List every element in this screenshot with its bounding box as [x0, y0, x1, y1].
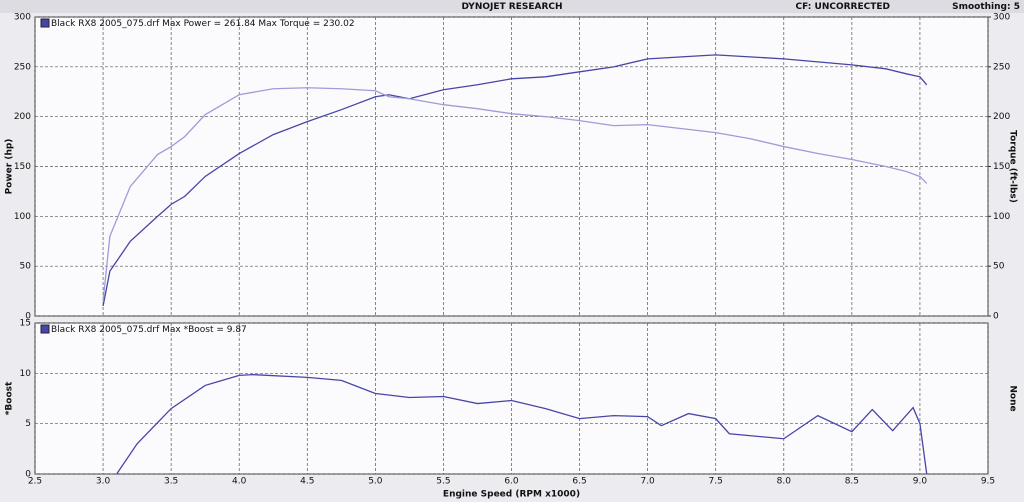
x-tick-label: 9.5 — [981, 477, 995, 487]
series-line — [116, 373, 928, 475]
y-tick-label: 100 — [14, 212, 31, 222]
title-bar — [0, 0, 1024, 13]
y-tick-label: 200 — [14, 112, 31, 122]
x-tick-label: 8.0 — [777, 477, 792, 487]
page-title: DYNOJET RESEARCH — [461, 2, 562, 12]
y2-tick-label: 0 — [993, 312, 999, 322]
y-tick-label: 300 — [14, 13, 31, 23]
x-tick-label: 4.5 — [300, 477, 314, 487]
x-tick-label: 7.0 — [640, 477, 655, 487]
x-tick-label: 5.0 — [368, 477, 383, 487]
legend-swatch — [40, 18, 50, 28]
legend-swatch — [40, 324, 50, 334]
x-tick-label: 4.0 — [232, 477, 247, 487]
correction: CF: UNCORRECTED — [796, 2, 890, 12]
y2-axis-label: Torque (ft-lbs) — [1008, 130, 1018, 203]
series-line — [102, 54, 928, 307]
y-tick-label: 150 — [14, 162, 31, 172]
x-axis-label: Engine Speed (RPM x1000) — [443, 490, 580, 500]
y2-tick-label: 150 — [993, 162, 1010, 172]
x-tick-label: 3.0 — [96, 477, 111, 487]
y-tick-label: 15 — [20, 319, 31, 329]
x-tick-label: 3.5 — [164, 477, 178, 487]
x-tick-label: 9.0 — [913, 477, 928, 487]
x-tick-label: 8.5 — [845, 477, 859, 487]
smoothing: Smoothing: 5 — [952, 2, 1020, 12]
y-axis-label: Power (hp) — [5, 139, 15, 195]
y-axis-label: *Boost — [5, 381, 15, 415]
y-tick-label: 0 — [25, 312, 31, 322]
y-tick-label: 10 — [20, 369, 32, 379]
y2-tick-label: 200 — [993, 112, 1010, 122]
x-tick-label: 2.5 — [28, 477, 42, 487]
y-tick-label: 250 — [14, 62, 31, 72]
x-tick-label: 5.5 — [436, 477, 450, 487]
y2-tick-label: 250 — [993, 62, 1010, 72]
y-tick-label: 0 — [25, 470, 31, 480]
y2-tick-label: 100 — [993, 212, 1010, 222]
y-tick-label: 50 — [20, 262, 32, 272]
x-tick-label: 6.0 — [504, 477, 519, 487]
legend: Black RX8 2005_075.drf Max Power = 261.8… — [51, 19, 355, 29]
y2-tick-label: 50 — [993, 262, 1005, 272]
y-tick-label: 5 — [25, 419, 31, 429]
y2-tick-label: 300 — [993, 13, 1010, 23]
legend: Black RX8 2005_075.drf Max *Boost = 9.87 — [51, 325, 247, 335]
x-tick-label: 6.5 — [572, 477, 586, 487]
x-tick-label: 7.5 — [709, 477, 723, 487]
y2-axis-label: None — [1008, 385, 1018, 411]
series-line — [102, 87, 928, 302]
